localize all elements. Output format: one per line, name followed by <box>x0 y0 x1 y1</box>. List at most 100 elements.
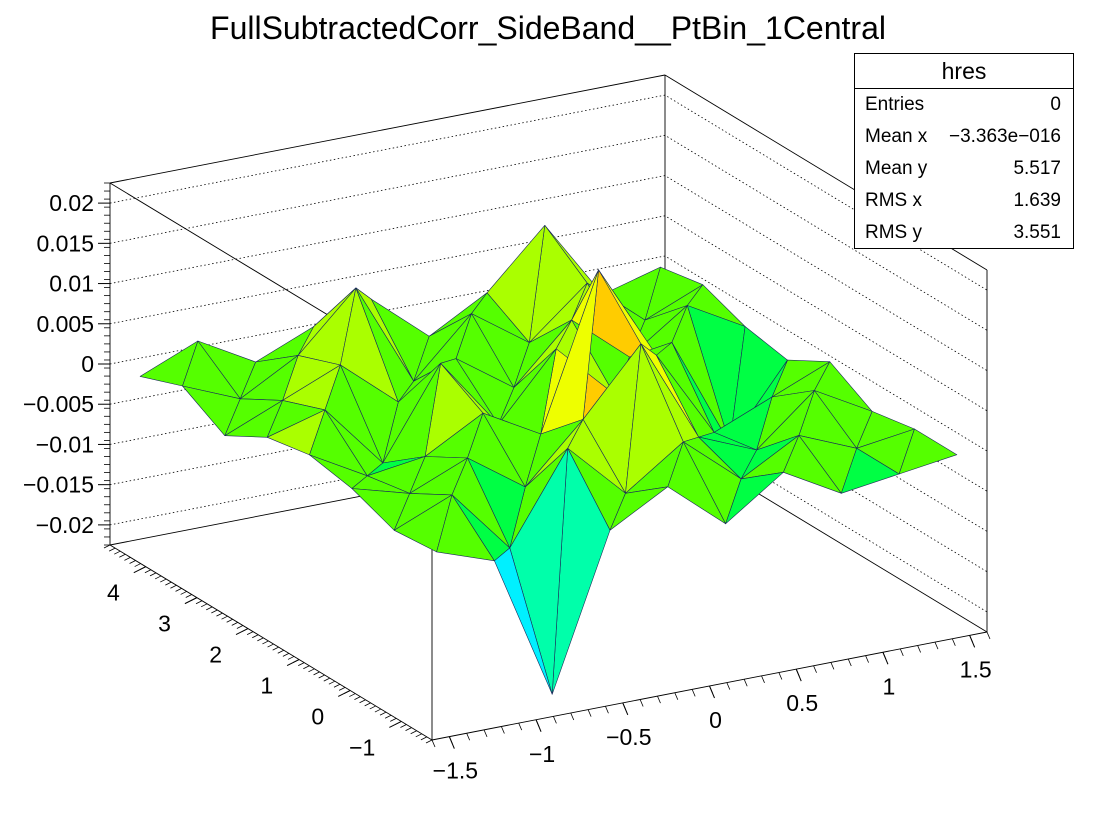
surface <box>139 225 958 695</box>
stats-value: 1.639 <box>1013 190 1061 211</box>
y-minor-tick <box>308 668 315 673</box>
y-minor-tick <box>292 659 300 663</box>
y-minor-tick <box>349 693 356 697</box>
x-minor-tick <box>691 689 696 697</box>
y-minor-tick <box>405 727 412 731</box>
y-minor-tick <box>303 665 310 670</box>
y-minor-tick <box>354 696 361 701</box>
y-minor-tick <box>369 705 376 710</box>
y-minor-tick <box>262 640 269 645</box>
surface-facet <box>698 436 757 480</box>
x-tick-label: 0.5 <box>786 690 818 716</box>
stats-row: RMS y 3.551 <box>855 217 1073 249</box>
y-tick-label: 1 <box>260 673 273 699</box>
y-minor-tick <box>410 730 417 735</box>
y-minor-tick <box>313 671 320 676</box>
y-minor-tick <box>420 736 428 741</box>
y-minor-tick <box>206 606 213 611</box>
y-minor-tick <box>390 717 397 722</box>
stats-label: Mean x <box>865 126 928 147</box>
stats-row: RMS x 1.639 <box>855 185 1073 217</box>
surface-facet <box>667 441 726 525</box>
stats-label: RMS y <box>865 222 922 243</box>
y-tick-label: 2 <box>209 642 222 668</box>
x-tick-label: −1.5 <box>433 758 478 784</box>
y-minor-tick <box>344 690 351 694</box>
y-minor-tick <box>338 687 346 691</box>
x-minor-tick <box>483 729 488 738</box>
y-minor-tick <box>400 724 407 728</box>
stats-row: Mean x −3.363e−016 <box>855 121 1073 153</box>
x-minor-tick <box>587 709 592 717</box>
x-minor-tick <box>518 722 523 731</box>
x-axis: −1.5 −1 −0.5 0 0.5 1 1.5 <box>431 631 992 784</box>
stats-value: 0 <box>1050 94 1061 115</box>
y-minor-tick <box>195 600 203 605</box>
x-minor-tick <box>639 699 644 707</box>
x-minor-tick <box>501 726 505 734</box>
surface-facet <box>783 435 842 494</box>
y-axis: −1 0 1 2 3 4 <box>103 544 433 760</box>
y-minor-tick <box>165 581 172 586</box>
y-minor-tick <box>211 609 218 614</box>
x-minor-tick <box>466 733 471 741</box>
x-minor-tick <box>570 712 575 721</box>
x-minor-tick <box>761 675 765 684</box>
y-minor-tick <box>277 649 284 654</box>
x-tick-label: 1 <box>883 673 896 699</box>
x-minor-tick <box>882 652 887 660</box>
surface-facet <box>436 494 495 562</box>
stats-box-title: hres <box>855 54 1073 89</box>
y-minor-tick <box>114 550 121 555</box>
surface-facet <box>455 358 515 425</box>
x-minor-tick <box>657 695 661 704</box>
y-minor-tick <box>129 560 136 564</box>
y-minor-tick <box>374 708 382 713</box>
y-minor-tick <box>267 643 274 648</box>
y-minor-tick <box>379 711 387 716</box>
x-minor-tick <box>865 655 869 663</box>
y-minor-tick <box>241 628 249 632</box>
y-minor-tick <box>180 591 187 595</box>
x-minor-tick <box>709 685 713 694</box>
y-minor-tick <box>395 721 402 725</box>
surface-facet <box>725 471 784 525</box>
surface-facet <box>494 547 553 695</box>
y-minor-tick <box>257 637 264 642</box>
y-tick-label: 3 <box>158 611 171 637</box>
y-minor-tick <box>425 739 433 744</box>
x-minor-tick <box>743 679 748 687</box>
x-minor-tick <box>899 648 904 657</box>
y-minor-tick <box>200 603 208 608</box>
stats-value: 5.517 <box>1013 158 1061 179</box>
z-tick-label: −0.015 <box>23 472 94 498</box>
y-minor-tick <box>124 557 131 561</box>
y-minor-tick <box>149 572 157 577</box>
y-minor-tick <box>272 646 279 651</box>
z-tick-label: 0.005 <box>36 311 94 337</box>
y-minor-tick <box>246 631 254 636</box>
x-minor-tick <box>778 672 783 680</box>
stats-label: RMS x <box>865 190 922 211</box>
x-tick-label: 1.5 <box>960 656 992 682</box>
surface-facet <box>898 428 958 475</box>
x-minor-tick <box>813 665 817 673</box>
x-minor-tick <box>934 641 939 650</box>
y-minor-tick <box>160 578 167 583</box>
surface-facet <box>224 400 283 438</box>
z-axis: −0.02 −0.015 −0.01 −0.005 0 0.005 0.01 0.015 0.0… <box>23 182 110 546</box>
x-minor-tick <box>622 702 627 711</box>
chart-title: FullSubtractedCorr_SideBand__PtBin_1Cent… <box>210 10 886 46</box>
y-minor-tick <box>318 674 325 679</box>
stats-row: Entries 0 <box>855 89 1073 121</box>
y-minor-tick <box>231 622 238 626</box>
y-minor-tick <box>226 618 233 623</box>
y-minor-tick <box>298 662 305 666</box>
z-tick-label: 0.01 <box>49 271 94 297</box>
y-minor-tick <box>415 733 422 738</box>
z-tick-label: 0.015 <box>36 230 94 256</box>
y-minor-tick <box>221 615 228 620</box>
y-tick-label: 4 <box>107 580 120 606</box>
x-minor-tick <box>969 635 974 643</box>
